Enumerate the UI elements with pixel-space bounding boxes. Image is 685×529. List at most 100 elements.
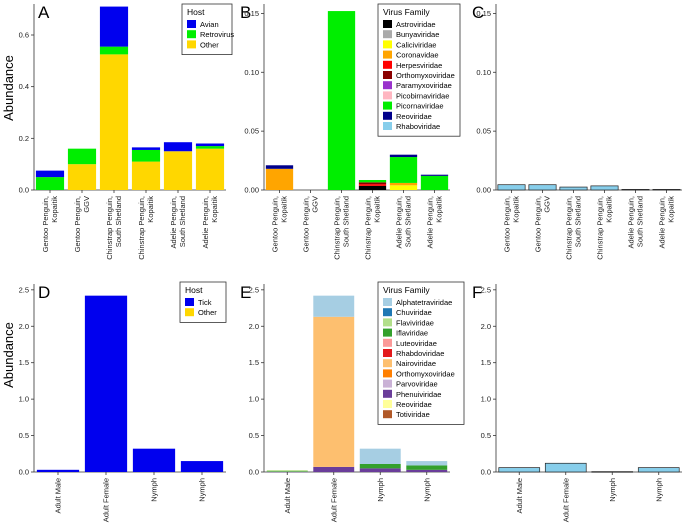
bar-segment: [266, 471, 308, 473]
x-tick-label: Adelie Penguin,Kopaitik: [658, 196, 676, 249]
bar-segment: [420, 174, 449, 176]
legend-title: Host: [187, 7, 205, 17]
legend-swatch: [383, 101, 392, 110]
bar-segment: [131, 147, 161, 150]
x-tick-label: Gentoo Penguin,Kopaitik: [271, 196, 289, 253]
legend-title: Virus Family: [383, 7, 430, 17]
bar-segment: [163, 142, 193, 152]
legend-label: Caliciviridae: [396, 40, 436, 49]
legend: Virus Family AlphatetraviridaeChuviridaeF…: [377, 281, 465, 425]
bar-segment: [590, 185, 619, 191]
x-tick-label: Nymph: [150, 478, 159, 502]
y-tick-label: 2.0: [19, 322, 29, 331]
bar-segment: [195, 148, 225, 190]
y-tick-label: 0.6: [19, 31, 29, 40]
bar-segment: [99, 6, 129, 47]
x-tick-label: Gentoo Penguin,GGV: [73, 196, 91, 252]
y-tick-label: 0.5: [481, 431, 491, 440]
bar-segment: [265, 165, 294, 169]
panel-label: B: [240, 3, 251, 22]
bar-segment: [131, 149, 161, 162]
y-tick-label: 2.0: [249, 322, 259, 331]
y-tick-label: 0.05: [476, 127, 491, 136]
legend-swatch: [187, 30, 196, 39]
bar-segment: [406, 461, 448, 466]
y-axis-label-top: Abundance: [1, 55, 16, 121]
panel-e: E 0.0 0.5 1.0 1.5 2.0 2.5 Adult Male Adult Femal…: [240, 281, 465, 522]
legend-label: Parvoviridae: [396, 380, 438, 389]
y-tick-label: 0.00: [476, 186, 491, 195]
legend-swatch: [383, 122, 392, 130]
legend-label: Bunyaviridae: [396, 30, 439, 39]
legend-label: Astroviridae: [396, 20, 436, 29]
legend: Virus Family AstroviridaeBunyaviridaeCali…: [377, 3, 461, 137]
legend-swatch: [383, 369, 392, 378]
legend-label: Herpesviridae: [396, 61, 442, 70]
bar-segment: [559, 186, 588, 191]
bar-segment: [406, 465, 448, 470]
bar-segment: [389, 185, 418, 190]
legend-swatch: [383, 20, 392, 28]
x-tick-label: Nymph: [608, 478, 617, 502]
legend-label: Avian: [200, 20, 219, 29]
panel-c: C 0.00 0.05 0.10 0.15 Gentoo Penguin,Kopaitik…: [472, 3, 682, 260]
legend-swatch: [383, 328, 392, 337]
x-tick-label: Adelie Penguin,Kopaitik: [426, 196, 444, 249]
bar-segment: [389, 154, 418, 158]
bar-segment: [266, 470, 308, 472]
x-tick-label: Chinstrap Penguin,Kopaitik: [596, 196, 614, 260]
y-tick-label: 0.0: [481, 468, 491, 477]
x-tick-label: Gentoo Penguin,Kopaitik: [41, 196, 59, 253]
legend-swatch: [383, 298, 392, 306]
bar-segment: [163, 151, 193, 190]
legend-label: Other: [200, 40, 219, 49]
legend-label: Chuviridae: [396, 308, 432, 317]
bar-segment: [358, 182, 387, 185]
panel-label: C: [472, 3, 484, 22]
x-tick-label: Adelie Penguin,South Shetland: [395, 196, 413, 249]
legend-swatch: [383, 40, 392, 49]
bar-segment: [358, 185, 387, 190]
y-tick-label: 0.5: [249, 431, 259, 440]
bar-segment: [84, 295, 128, 472]
legend-swatch: [187, 20, 196, 28]
bar-segment: [313, 316, 355, 467]
legend-swatch: [383, 379, 392, 388]
bar-segment: [36, 469, 80, 472]
x-tick-label: Chinstrap Penguin,South Shetland: [565, 196, 583, 260]
legend-swatch: [383, 71, 392, 79]
legend-swatch: [383, 359, 392, 368]
bar-segment: [498, 467, 541, 473]
panel-b: B 0.00 0.05 0.10 0.15 Gentoo Penguin,Kopaitik…: [240, 3, 461, 260]
legend-swatch: [383, 60, 392, 69]
legend-swatch: [383, 349, 392, 357]
y-tick-label: 0.2: [19, 134, 29, 143]
legend-swatch: [383, 308, 392, 317]
x-tick-label: Nymph: [376, 478, 385, 502]
x-tick-label: Chinstrap Penguin,South Shetland: [105, 196, 123, 260]
bar-segment: [544, 462, 587, 473]
legend-swatch: [383, 30, 392, 39]
x-tick-label: Chinstrap Penguin,South Shetland: [333, 196, 351, 260]
panel-label: F: [472, 283, 482, 302]
bar-segment: [528, 184, 557, 191]
panel-d: D 0.0 0.5 1.0 1.5 2.0 2.5 Adult Male Adult Femal…: [19, 281, 227, 522]
bar-segment: [359, 448, 401, 464]
bar-segment: [389, 157, 418, 183]
y-tick-label: 0.0: [19, 468, 29, 477]
legend-label: Picornaviridae: [396, 102, 444, 111]
legend-swatch: [383, 400, 392, 408]
y-tick-label: 0.00: [244, 186, 259, 195]
y-tick-label: 1.0: [19, 395, 29, 404]
legend-label: Alphatetraviridae: [396, 298, 452, 307]
x-tick-label: Adelie Penguin,South Shetland: [627, 196, 645, 249]
x-tick-label: Gentoo Penguin,Kopaitik: [503, 196, 521, 253]
y-tick-label: 2.0: [481, 322, 491, 331]
y-tick-label: 2.5: [249, 285, 259, 294]
bar-segment: [637, 467, 680, 473]
x-tick-label: Chinstrap Penguin,Kopaitik: [137, 196, 155, 260]
bar-segment: [652, 189, 681, 191]
legend-swatch: [383, 410, 392, 419]
bar-segment: [99, 54, 129, 190]
